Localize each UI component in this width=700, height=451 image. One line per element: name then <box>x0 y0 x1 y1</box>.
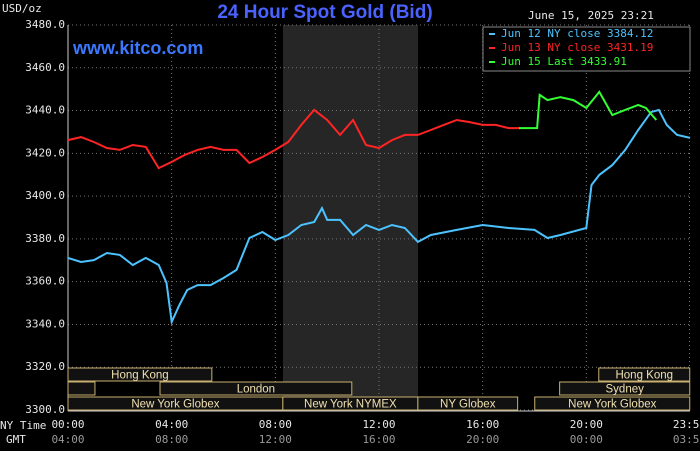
x-axis-label: NY Time <box>0 419 46 432</box>
series-line <box>67 108 519 170</box>
y-tick-label: 3440.0 <box>25 104 65 117</box>
y-tick-label: 3480.0 <box>25 18 65 31</box>
x-tick-label: 12:00 <box>362 418 395 431</box>
x2-tick-label: 20:00 <box>466 433 499 446</box>
session-label: New York NYMEX <box>304 399 397 411</box>
session-label: NY Globex <box>440 399 496 411</box>
website: www.kitco.com <box>72 38 203 58</box>
x-tick-label: 23:59 <box>673 418 700 431</box>
session-box <box>534 396 691 411</box>
session-box <box>559 381 691 396</box>
series-line <box>519 90 658 130</box>
x2-tick-label: 00:00 <box>570 433 603 446</box>
x2-tick-label: 04:00 <box>51 433 84 446</box>
x-tick-label: 00:00 <box>51 418 84 431</box>
y-tick-label: 3320.0 <box>25 360 65 373</box>
x2-axis-label: GMT <box>6 433 26 446</box>
x2-tick-label: 03:59 <box>673 433 700 446</box>
session-box <box>67 367 213 382</box>
session-box <box>159 381 353 396</box>
y-tick-label: 3300.0 <box>25 403 65 416</box>
session-label: London <box>237 384 275 396</box>
x-tick-label: 04:00 <box>155 418 188 431</box>
x2-tick-label: 12:00 <box>259 433 292 446</box>
y-tick-label: 3380.0 <box>25 232 65 245</box>
y-tick-label: 3340.0 <box>25 317 65 330</box>
x-tick-label: 16:00 <box>466 418 499 431</box>
session-box <box>67 381 96 396</box>
x2-tick-label: 08:00 <box>155 433 188 446</box>
date: June 15, 2025 23:21 <box>528 9 654 22</box>
chart-title: 24 Hour Spot Gold (Bid) <box>217 2 432 23</box>
legend-box <box>482 26 691 72</box>
session-label: Sydney <box>606 384 645 396</box>
session-label: New York Globex <box>131 399 219 411</box>
session-label: Hong Kong <box>615 370 673 382</box>
x-tick-label: 08:00 <box>259 418 292 431</box>
y-tick-label: 3460.0 <box>25 61 65 74</box>
session-shade <box>283 25 418 411</box>
series-line <box>67 108 691 326</box>
y-axis-label: USD/oz <box>2 2 42 15</box>
legend-label: Jun 12 NY close 3384.12 <box>501 27 653 40</box>
y-tick-label: 3360.0 <box>25 275 65 288</box>
x-tick-label: 20:00 <box>570 418 603 431</box>
session-box <box>598 367 691 382</box>
session-label: Hong Kong <box>111 370 169 382</box>
x2-tick-label: 16:00 <box>362 433 395 446</box>
y-tick-label: 3420.0 <box>25 146 65 159</box>
y-tick-label: 3400.0 <box>25 189 65 202</box>
session-box <box>417 396 519 411</box>
legend-label: Jun 15 Last 3433.91 <box>501 55 627 68</box>
legend-label: Jun 13 NY close 3431.19 <box>501 41 653 54</box>
session-label: New York Globex <box>568 399 656 411</box>
